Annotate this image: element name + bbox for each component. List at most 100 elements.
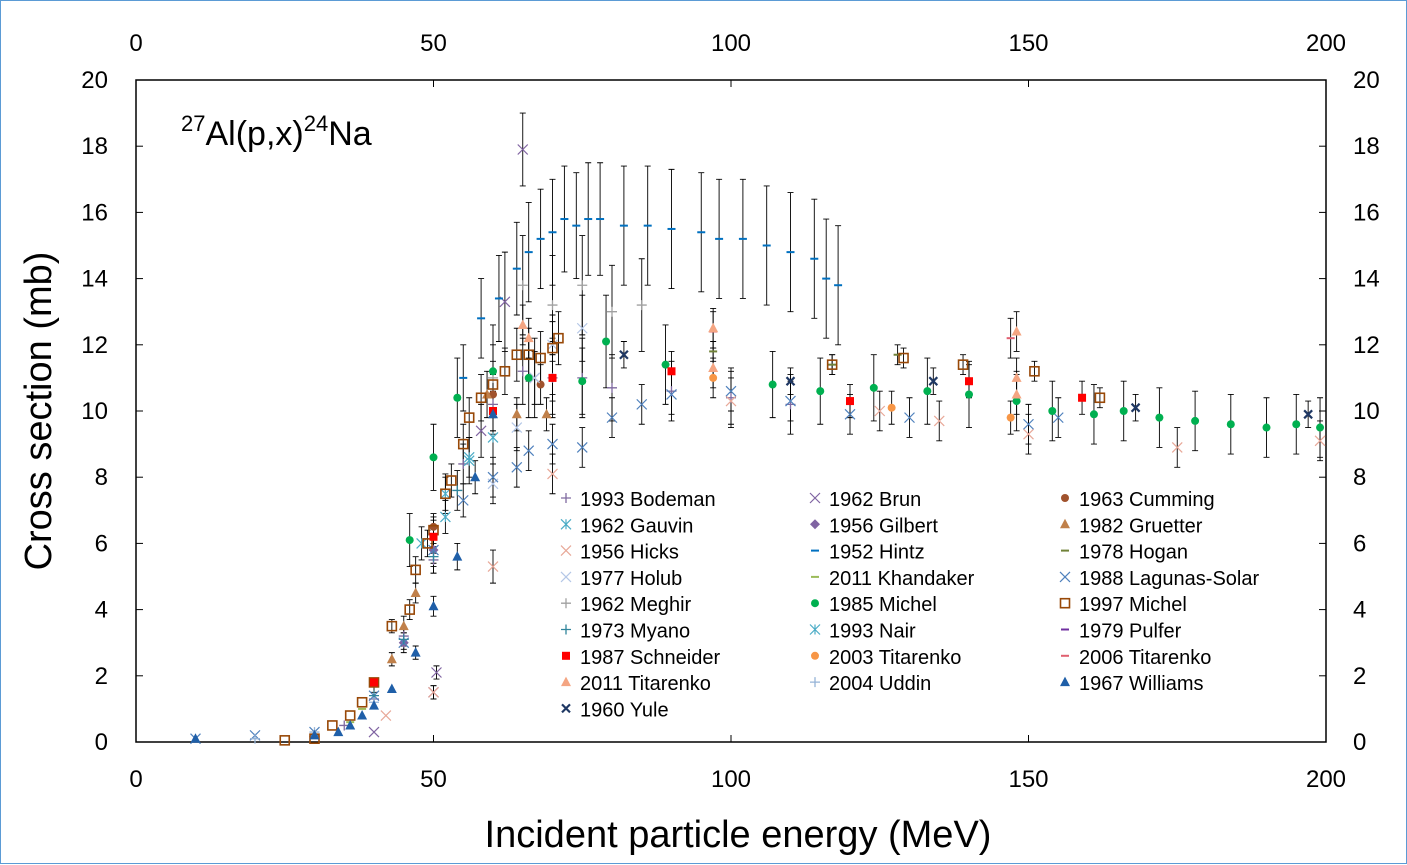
data-point [1012, 397, 1021, 406]
data-point [523, 445, 535, 457]
annotation-product: Na [328, 115, 372, 153]
data-point [636, 300, 647, 311]
legend-label: 2011 Khandaker [829, 568, 975, 590]
data-point [511, 461, 523, 473]
y-tick-label-right: 12 [1353, 332, 1380, 359]
legend-item: 2006 Titarenko [1061, 647, 1211, 669]
data-point [541, 408, 552, 419]
data-point [547, 438, 558, 450]
data-point [279, 735, 291, 746]
data-point [489, 367, 497, 376]
data-point [785, 395, 796, 407]
legend-label: 1963 Cumming [1079, 489, 1215, 511]
legend-label: 1977 Holub [580, 568, 682, 590]
legend-marker [810, 677, 820, 688]
legend-item: 1982 Gruetter [1060, 515, 1203, 537]
y-tick-label-left: 16 [81, 199, 108, 226]
data-point [576, 441, 588, 453]
y-tick-label-left: 10 [81, 398, 108, 425]
data-point [457, 438, 469, 450]
data-point [511, 408, 522, 419]
y-tick-label-right: 14 [1353, 266, 1380, 293]
data-point [666, 389, 677, 400]
legend-label: 2003 Titarenko [829, 647, 961, 669]
legend-item: 1956 Hicks [560, 542, 679, 564]
error-bar [1096, 387, 1103, 409]
legend-label: 1993 Nair [829, 621, 916, 643]
reaction-annotation: 27Al(p,x)24Na [181, 111, 372, 153]
legend-item: 1967 Williams [1060, 673, 1203, 695]
legend-marker [811, 651, 819, 660]
y-tick-label-left: 2 [95, 663, 108, 690]
data-point [440, 488, 451, 500]
data-point [667, 367, 676, 376]
legend-item: 1987 Schneider [562, 647, 720, 669]
data-point [606, 412, 618, 424]
legend-label: 1956 Hicks [580, 542, 679, 564]
data-point [452, 551, 463, 561]
data-point [386, 620, 398, 632]
legend-marker [560, 545, 572, 557]
y-tick-label-left: 4 [95, 597, 108, 624]
data-point [661, 360, 670, 369]
legend-marker [560, 518, 572, 530]
data-point [933, 415, 945, 427]
legend-label: 1993 Bodeman [580, 489, 716, 511]
data-point [578, 377, 587, 386]
data-point [457, 494, 469, 506]
data-point [1292, 420, 1301, 429]
y-tick-label-left: 20 [81, 67, 108, 94]
legend-item: 1962 Brun [809, 489, 921, 511]
data-point [524, 373, 533, 382]
data-point [904, 412, 915, 424]
data-point [1011, 326, 1022, 336]
data-point [923, 387, 932, 396]
data-point [404, 604, 416, 615]
y-tick-label-left: 0 [95, 729, 108, 756]
legend-item: 1993 Bodeman [561, 489, 716, 511]
data-point [369, 700, 379, 710]
legend-item: 1960 Yule [561, 699, 669, 721]
legend-label: 1988 Lagunas-Solar [1079, 568, 1259, 590]
data-point [517, 366, 528, 377]
data-point [463, 451, 475, 463]
data-point [826, 359, 838, 370]
legend-marker [1061, 494, 1069, 502]
legend-item: 1973 Myano [561, 621, 690, 643]
legend-item: 1978 Hogan [1061, 542, 1188, 564]
data-point [1171, 441, 1183, 453]
legend-marker [1060, 518, 1070, 529]
data-point [410, 564, 421, 576]
y-tick-label-left: 6 [95, 530, 108, 557]
data-point [708, 362, 719, 372]
error-bar [1031, 360, 1038, 382]
data-point [607, 306, 617, 317]
x-tick-label-top: 150 [1008, 30, 1048, 57]
data-point [309, 729, 320, 740]
legend-marker [561, 598, 571, 609]
legend-marker [561, 676, 571, 687]
data-point [1314, 435, 1326, 447]
data-point [431, 667, 442, 678]
data-point [487, 561, 499, 572]
data-point [576, 322, 588, 334]
data-point [511, 422, 523, 433]
data-point [398, 634, 409, 645]
legend-marker [561, 493, 571, 503]
annotation-mass-post: 24 [304, 111, 328, 136]
data-point [547, 339, 558, 351]
y-tick-label-right: 0 [1353, 729, 1366, 756]
y-tick-label-right: 6 [1353, 530, 1366, 557]
legend-label: 1982 Gruetter [1079, 515, 1203, 537]
y-tick-label-right: 20 [1353, 67, 1380, 94]
y-tick-label-right: 8 [1353, 464, 1366, 491]
legend-item: 1988 Lagunas-Solar [1059, 568, 1259, 590]
data-point [489, 390, 497, 399]
data-point [517, 319, 528, 329]
legend-marker [561, 624, 571, 635]
data-point [768, 380, 777, 389]
data-point [439, 511, 451, 523]
y-tick-label-left: 14 [81, 266, 108, 293]
legend-label: 1985 Michel [829, 594, 937, 616]
